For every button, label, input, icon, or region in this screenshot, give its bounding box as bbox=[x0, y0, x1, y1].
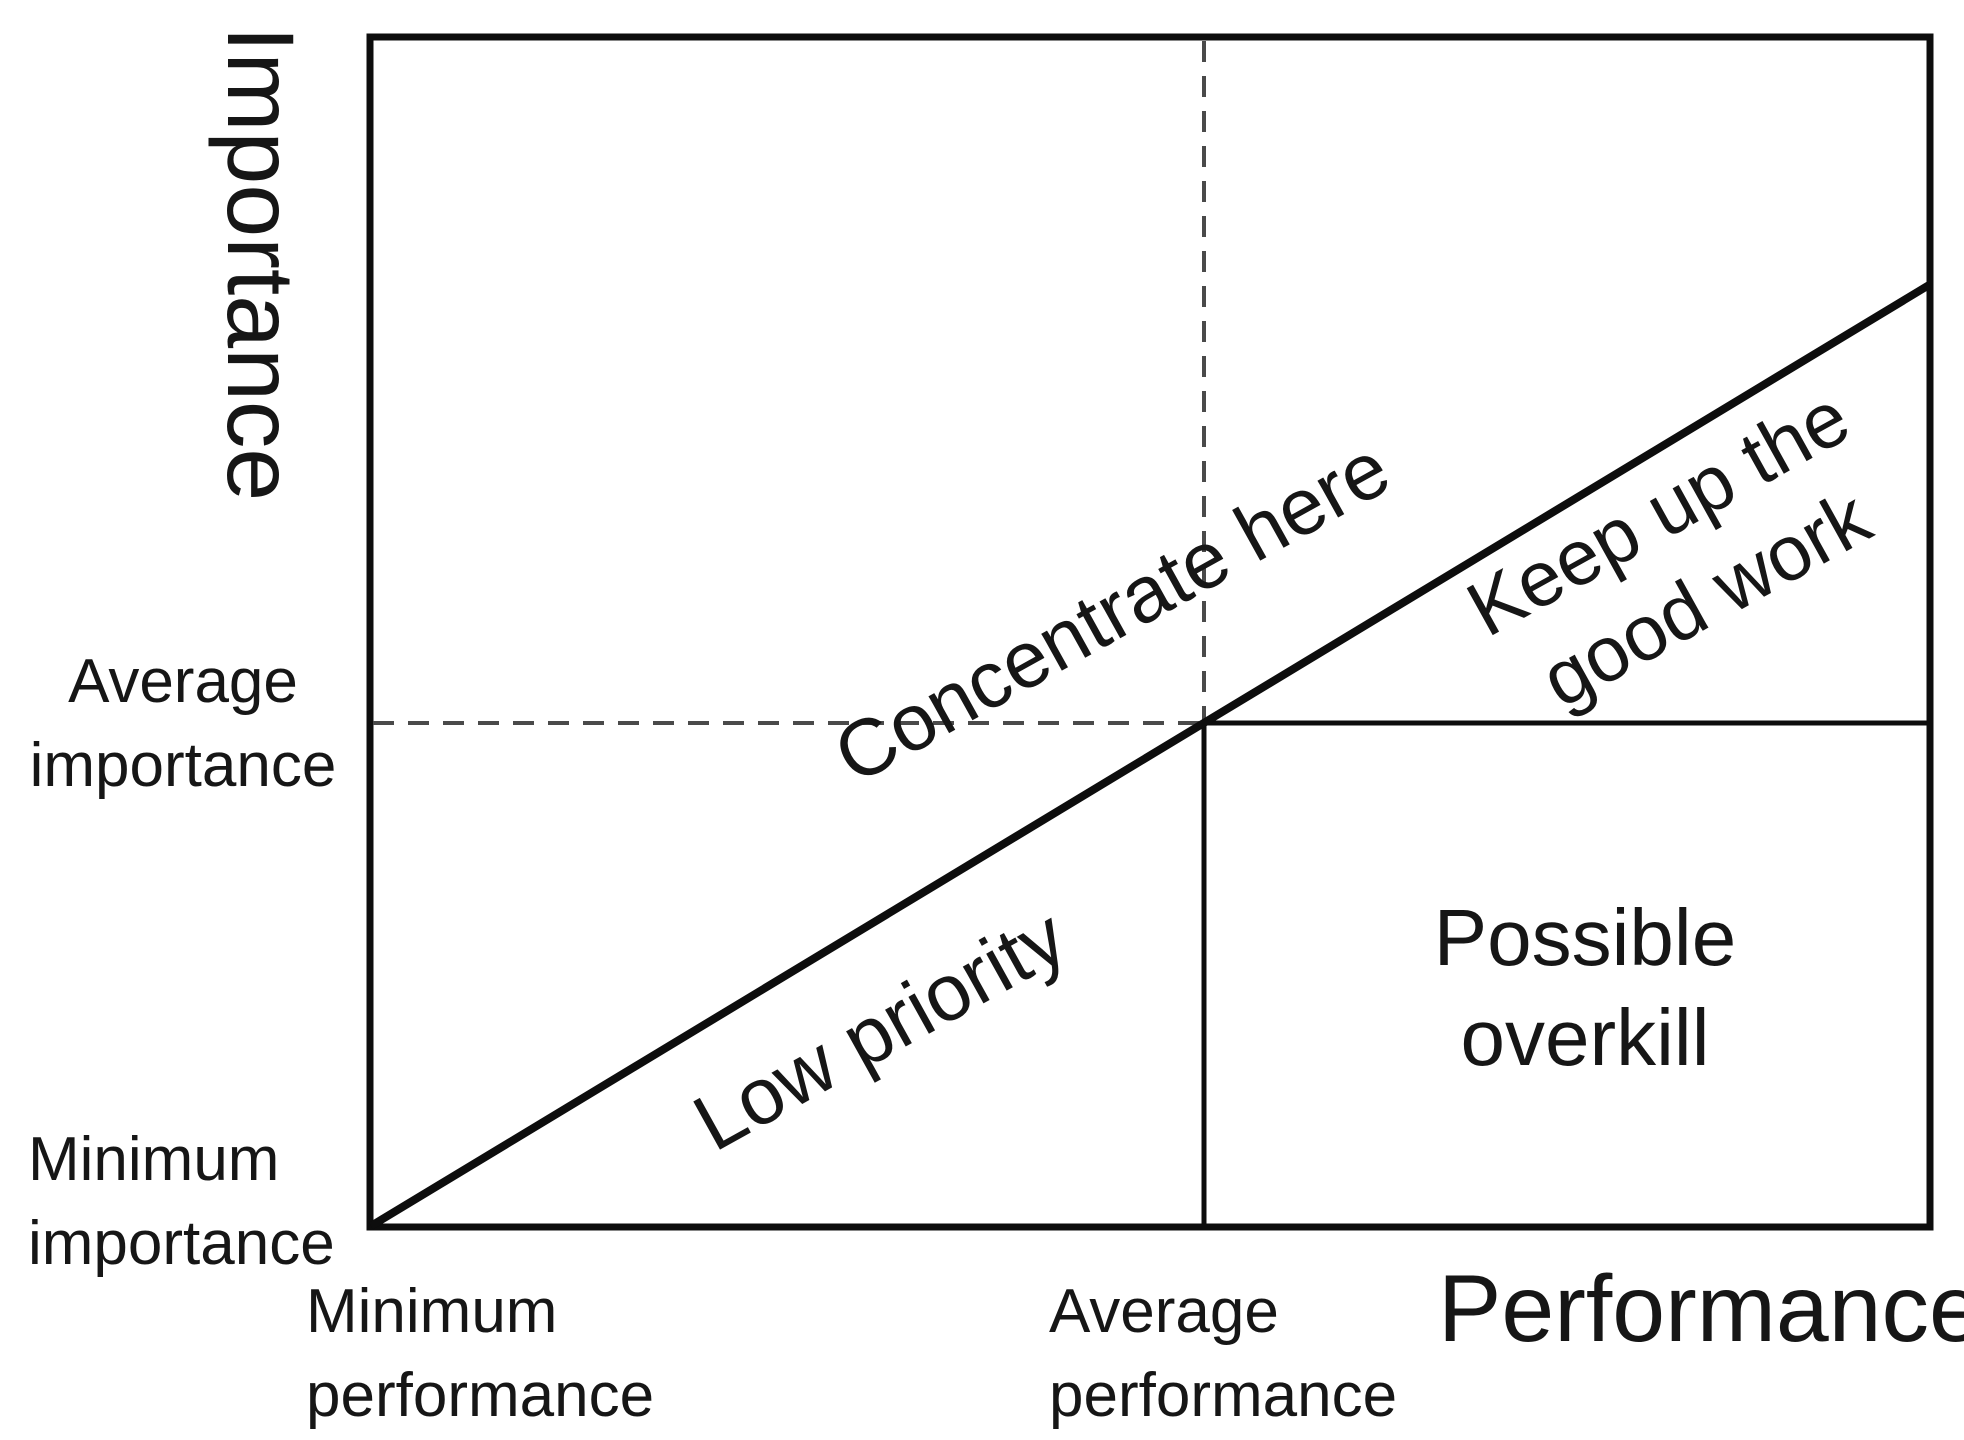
average-performance-line1: Average bbox=[1049, 1277, 1279, 1346]
minimum-performance-line2: performance bbox=[306, 1361, 655, 1431]
diagonal-line bbox=[368, 281, 1932, 1230]
average-importance-tick-label: Average importance bbox=[18, 640, 348, 809]
x-axis-title: Performance bbox=[1438, 1256, 1964, 1362]
y-axis-title: Importance bbox=[207, 26, 313, 502]
average-importance-line1: Average bbox=[68, 647, 298, 716]
overkill-line2: overkill bbox=[1460, 993, 1710, 1082]
minimum-importance-line1: Minimum bbox=[28, 1125, 280, 1194]
plot-border bbox=[366, 33, 1934, 1231]
minimum-performance-line1: Minimum bbox=[306, 1277, 558, 1346]
overkill-line1: Possible bbox=[1433, 893, 1737, 982]
average-performance-line2: performance bbox=[1049, 1361, 1398, 1431]
average-performance-tick-label: Average performance bbox=[1049, 1270, 1397, 1439]
average-importance-line2: importance bbox=[29, 731, 337, 801]
minimum-importance-tick-label: Minimum importance bbox=[28, 1118, 335, 1287]
quadrant-possible-overkill: Possible overkill bbox=[1434, 888, 1736, 1088]
minimum-performance-tick-label: Minimum performance bbox=[306, 1270, 654, 1439]
minimum-importance-line2: importance bbox=[28, 1209, 335, 1279]
